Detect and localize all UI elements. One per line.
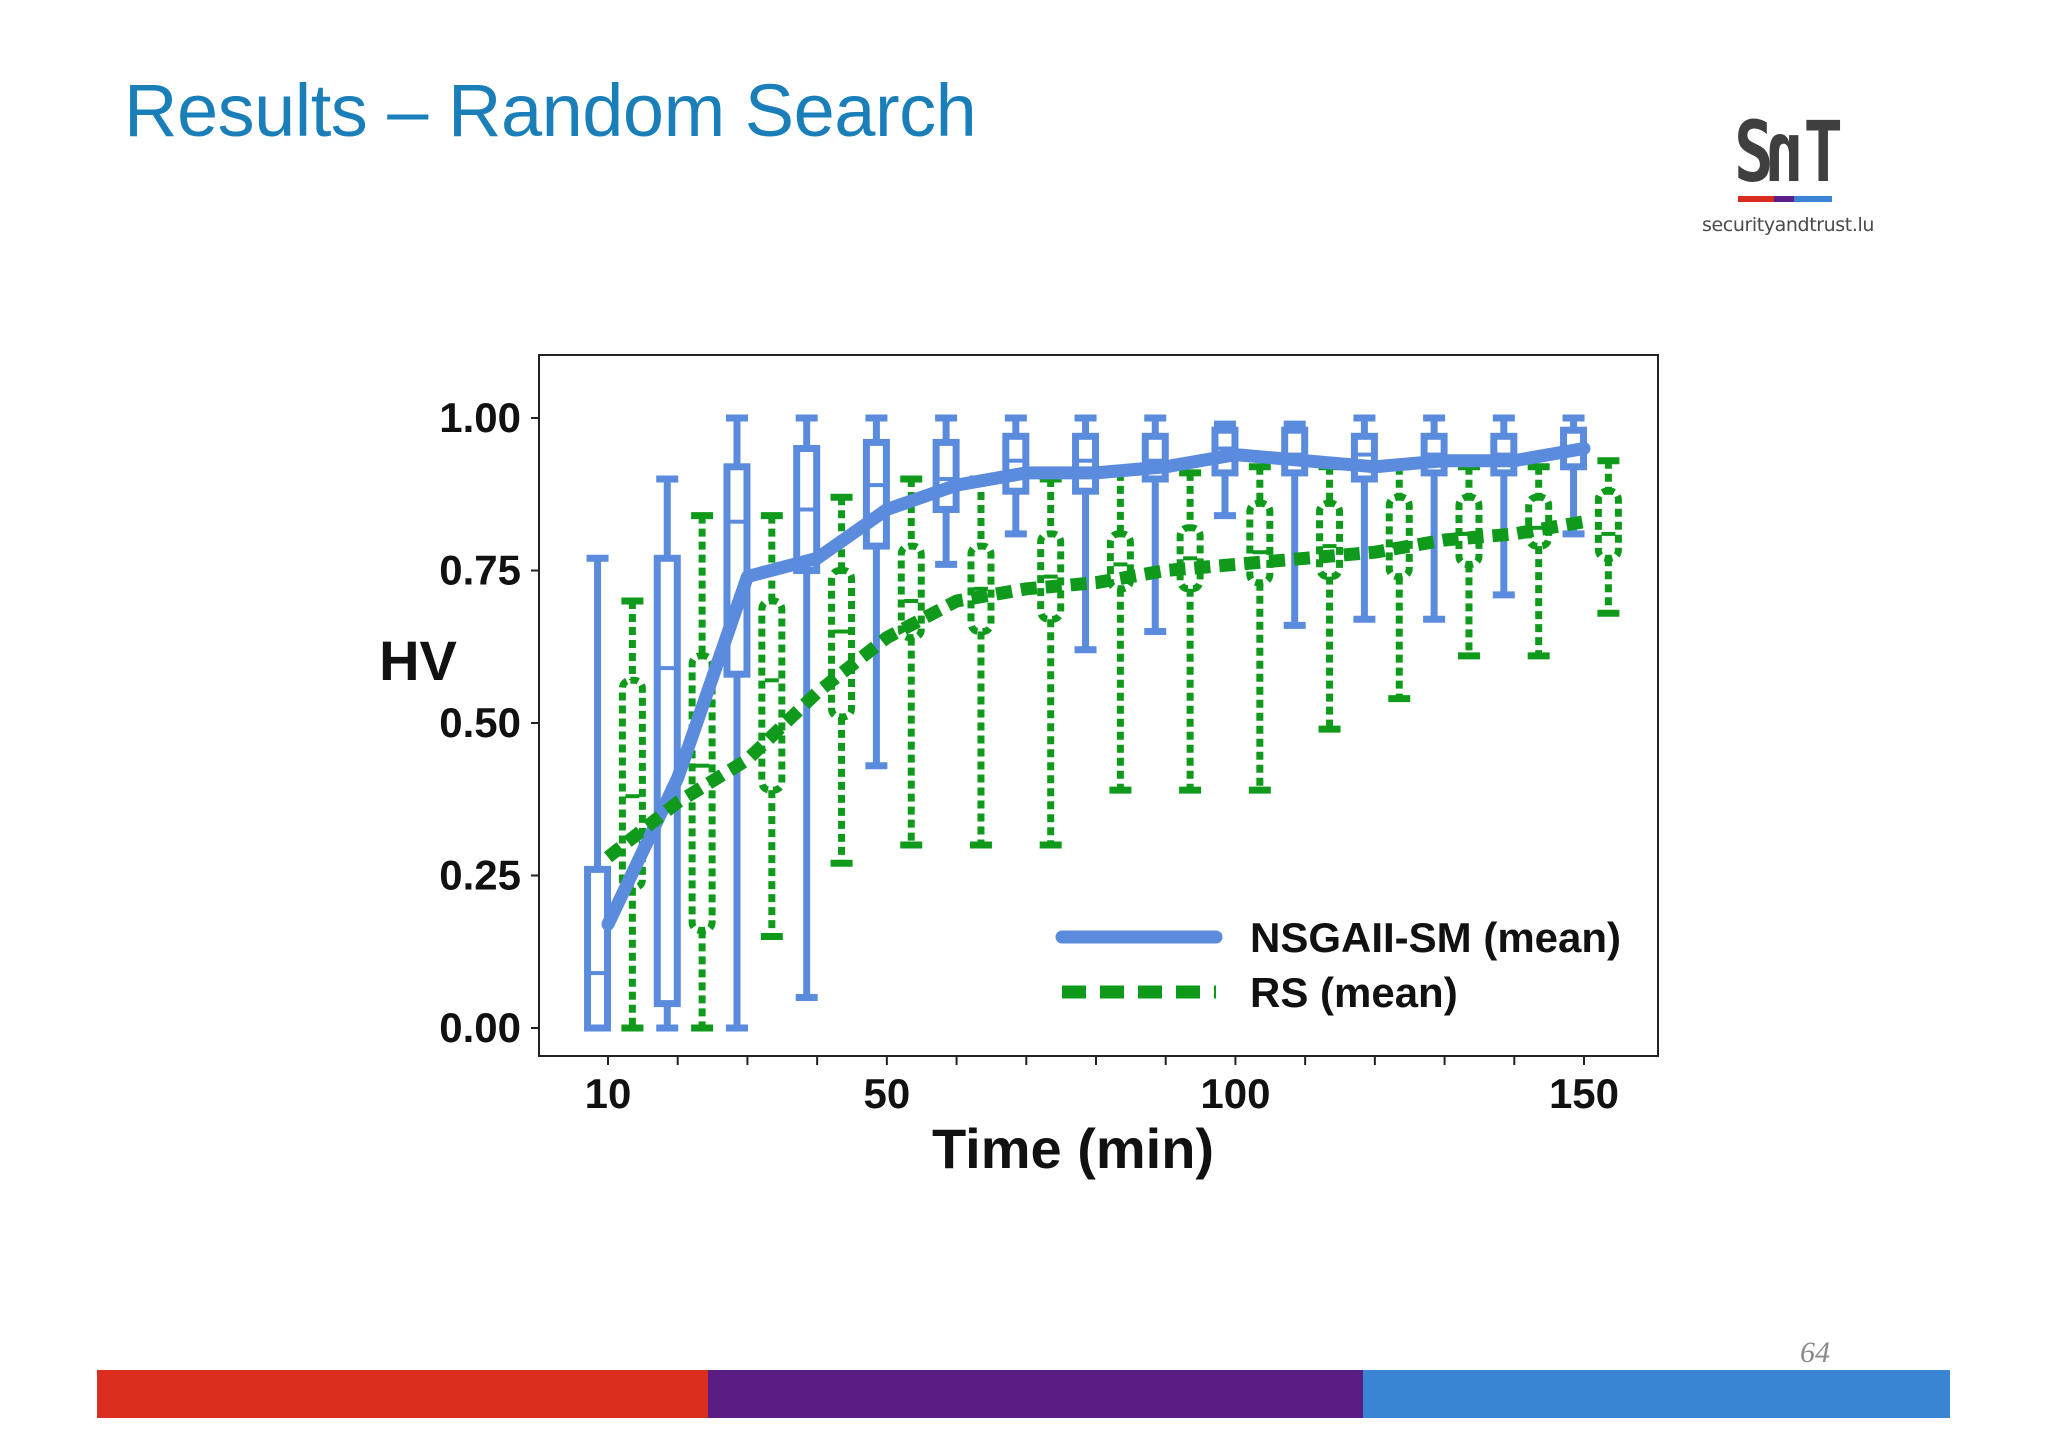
rs-box-12: [1455, 463, 1483, 660]
box-iqr: [1350, 432, 1378, 483]
nsgaii-box-10: [1281, 420, 1309, 629]
rs-box-2: [758, 512, 786, 940]
y-tick-label: 0.75: [439, 547, 521, 594]
logo-url: securityandtrust.lu: [1702, 214, 1875, 236]
x-axis-label: Time (min): [932, 1117, 1214, 1180]
box-iqr: [1037, 530, 1065, 623]
nsgaii-box-8: [1141, 414, 1169, 635]
nsgaii-box-1: [653, 475, 681, 1032]
y-tick-label: 1.00: [439, 394, 521, 441]
nsgaii-box-9: [1211, 420, 1239, 520]
rs-box-8: [1176, 469, 1204, 794]
y-tick-label: 0.00: [439, 1004, 521, 1051]
logo-purple-stripe: [1774, 196, 1794, 202]
box-iqr: [1002, 432, 1030, 495]
rs-box-7: [1106, 469, 1134, 794]
box-iqr: [967, 542, 995, 635]
y-tick-label: 0.50: [439, 699, 521, 746]
box-iqr: [584, 865, 612, 1032]
rs-box-3: [828, 493, 856, 867]
slide-title: Results – Random Search: [124, 69, 977, 152]
box-iqr: [1525, 493, 1553, 550]
nsgaii-mean-line: [601, 442, 1591, 931]
footer-bar-purple: [708, 1370, 1363, 1418]
x-tick-label: 50: [863, 1070, 910, 1117]
box-iqr: [793, 445, 821, 574]
box-iqr: [1106, 530, 1134, 593]
nsgaii-box-5: [932, 414, 960, 568]
box-iqr: [862, 438, 890, 550]
box-iqr: [1141, 432, 1169, 483]
nsgaii-box-0: [584, 554, 612, 1032]
box-iqr: [828, 567, 856, 721]
box-iqr: [1316, 499, 1344, 581]
x-tick-label: 100: [1200, 1070, 1270, 1117]
nsgaii-box-12: [1420, 414, 1448, 623]
nsgaii-box-11: [1350, 414, 1378, 623]
plot-frame: [538, 354, 1659, 1057]
box-iqr: [897, 542, 925, 642]
legend-label-rs: RS (mean): [1250, 969, 1458, 1016]
y-tick-label: 0.25: [439, 852, 521, 899]
rs-box-6: [1037, 475, 1065, 849]
snt-logo: SnT securityandtrust.lu: [1690, 100, 1890, 250]
nsgaii-box-4: [862, 414, 890, 770]
box-iqr: [1072, 432, 1100, 495]
nsgaii-box-6: [1002, 414, 1030, 538]
logo-blue-stripe: [1794, 196, 1832, 202]
rs-box-11: [1385, 463, 1413, 703]
footer-bar-red: [97, 1370, 708, 1418]
box-iqr: [1176, 524, 1204, 593]
logo-mark: SnT: [1734, 103, 1843, 201]
rs-box-10: [1316, 463, 1344, 733]
box-iqr: [1246, 499, 1274, 587]
nsgaii-box-7: [1072, 414, 1100, 654]
logo-red-stripe: [1738, 196, 1774, 202]
box-iqr: [932, 438, 960, 513]
rs-box-13: [1525, 463, 1553, 660]
rs-box-1: [688, 512, 716, 1032]
rs-box-5: [967, 475, 995, 849]
rs-box-9: [1246, 463, 1274, 794]
nsgaii-box-2: [723, 414, 751, 1032]
box-iqr: [758, 597, 786, 794]
legend-label-nsgaii: NSGAII-SM (mean): [1250, 914, 1621, 961]
rs-box-14: [1594, 457, 1622, 617]
box-iqr: [1281, 426, 1309, 477]
box-iqr: [1385, 493, 1413, 581]
nsgaii-box-13: [1490, 414, 1518, 599]
x-tick-label: 10: [585, 1070, 632, 1117]
y-axis-label: HV: [379, 629, 457, 692]
rs-box-4: [897, 475, 925, 849]
rs-box-0: [618, 597, 646, 1032]
box-iqr: [1594, 487, 1622, 562]
footer-bar-blue: [1363, 1370, 1950, 1418]
rs-mean-line: [603, 515, 1586, 863]
page-number: 64: [1800, 1336, 1830, 1369]
nsgaii-box-3: [793, 414, 821, 1001]
x-tick-label: 150: [1549, 1070, 1619, 1117]
